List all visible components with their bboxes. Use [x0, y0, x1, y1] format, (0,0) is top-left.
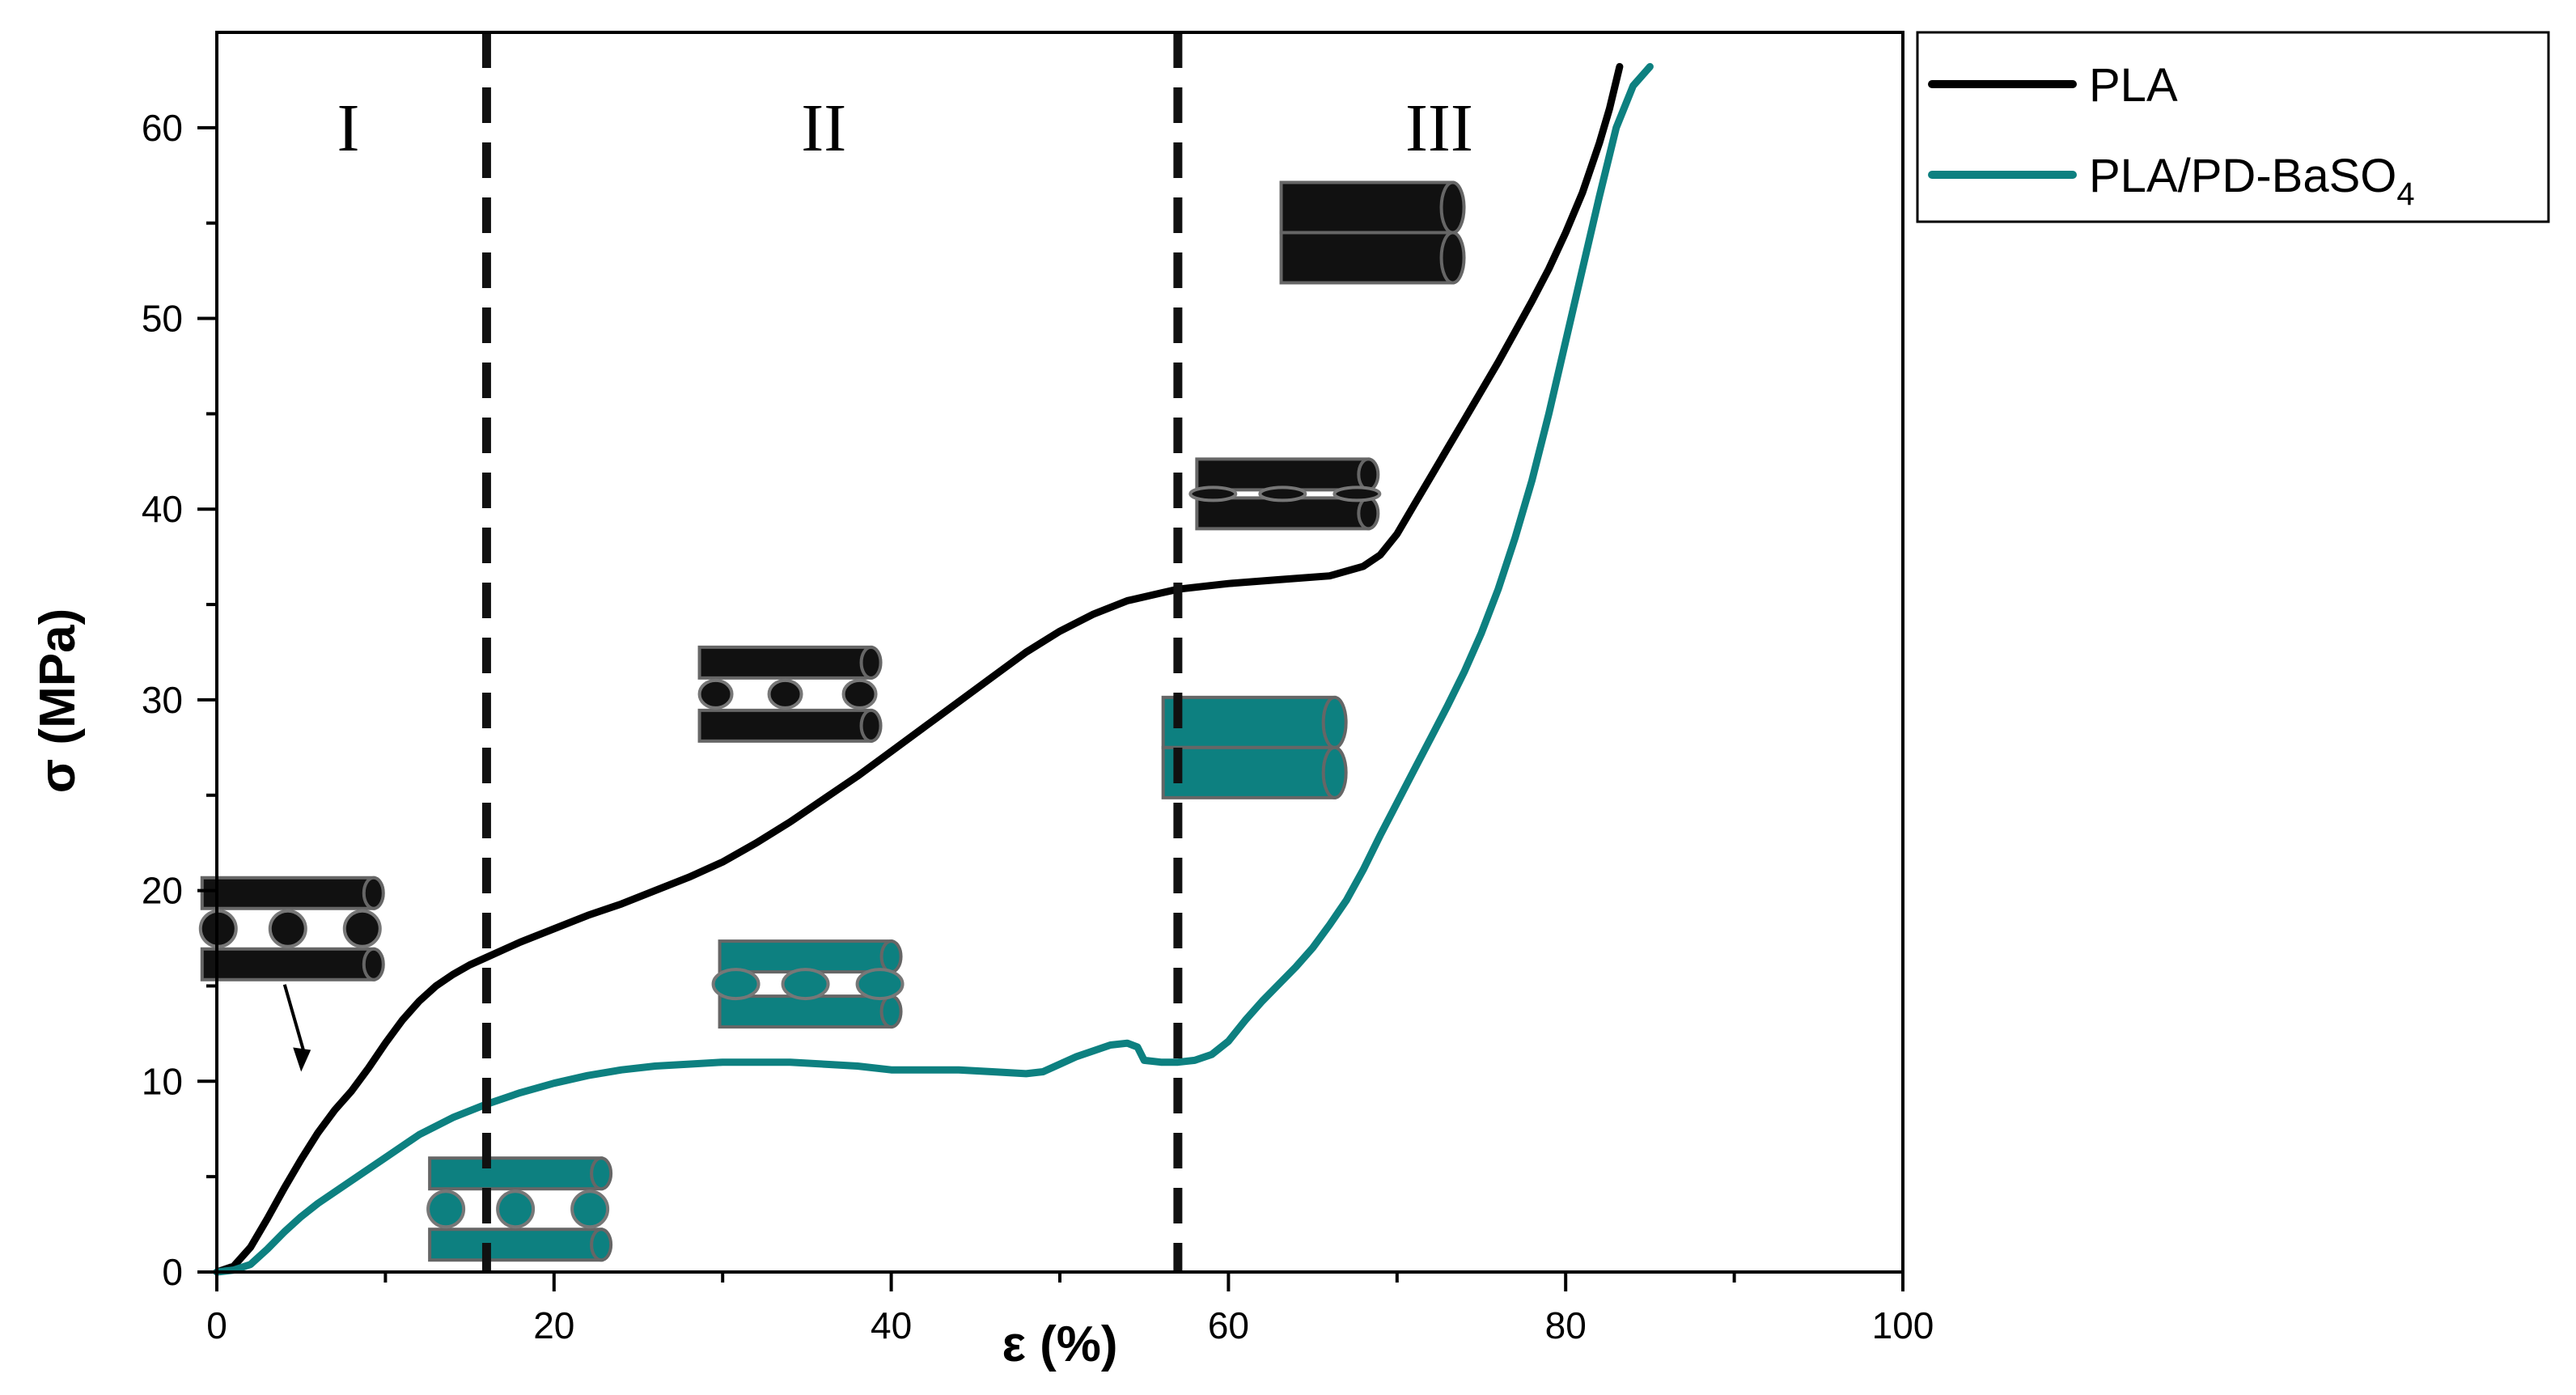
- curves-layer: [213, 62, 1654, 1276]
- y-tick-label: 60: [142, 107, 183, 149]
- x-axis-title: ε (%): [1002, 1317, 1117, 1372]
- fibril-rod: [200, 947, 375, 982]
- y-tick-label: 40: [142, 488, 183, 530]
- basO4-rods-with-spheres-region-1: [426, 1156, 613, 1262]
- fibril-rod-end: [879, 939, 903, 974]
- fibril-rod-end: [879, 994, 903, 1029]
- filler-particle: [841, 678, 878, 710]
- fibril-rod-end: [1357, 496, 1380, 531]
- fibril-rod: [718, 939, 893, 974]
- fibril-rod-end: [362, 876, 385, 910]
- fibril-rod-end: [1357, 457, 1380, 492]
- fibril-rod: [200, 876, 375, 910]
- legend: PLA PLA/PD-BaSO4: [1916, 31, 2550, 223]
- legend-label-pla: PLA: [2089, 59, 2178, 112]
- plot-frame: [215, 31, 1904, 1274]
- fibril-rod-end: [590, 1156, 613, 1191]
- filler-particle: [711, 968, 761, 1001]
- region-label: III: [1405, 91, 1473, 166]
- x-tick-label: 0: [206, 1304, 227, 1346]
- region-label: II: [801, 91, 846, 166]
- filler-particle: [767, 678, 803, 710]
- y-tick-label: 50: [142, 298, 183, 340]
- filler-particle: [781, 968, 830, 1001]
- fibril-rod: [1161, 695, 1337, 749]
- fibril-rod: [428, 1228, 604, 1262]
- fibril-rod: [718, 994, 893, 1029]
- y-tick-label: 10: [142, 1060, 183, 1102]
- fibril-rod-end: [859, 708, 883, 743]
- y-tick-label: 20: [142, 870, 183, 912]
- filler-particle: [1332, 485, 1382, 502]
- series-line-pla-pd-baso4: [213, 62, 1654, 1276]
- pla-rods-packed-region-3: [1279, 180, 1466, 285]
- x-tick-label: 80: [1545, 1304, 1587, 1346]
- schematics-layer: [198, 180, 1466, 1262]
- filler-particle: [342, 909, 382, 948]
- fibril-rod: [1279, 231, 1455, 285]
- filler-particle: [1258, 485, 1307, 502]
- filler-particle: [1188, 485, 1238, 502]
- fibril-rod-end: [362, 947, 385, 982]
- filler-particle: [496, 1189, 536, 1229]
- y-tick-label: 0: [162, 1251, 183, 1293]
- legend-label-main: PLA/PD-BaSO: [2089, 150, 2396, 202]
- fibril-rod-end: [1439, 180, 1466, 235]
- x-tick-label: 100: [1872, 1304, 1934, 1346]
- fibril-rod-end: [1321, 745, 1348, 799]
- x-tick-label: 60: [1208, 1304, 1249, 1346]
- legend-box: [1916, 31, 2550, 223]
- fibril-rod: [697, 645, 873, 680]
- x-tick-label: 20: [533, 1304, 574, 1346]
- series-line-pla: [213, 62, 1624, 1276]
- fibril-rod: [697, 708, 873, 743]
- region-label: I: [337, 91, 360, 166]
- fibril-rod: [428, 1156, 604, 1191]
- legend-label-subscript: 4: [2396, 176, 2414, 212]
- legend-label-pla-pd-baso4: PLA/PD-BaSO4: [2089, 150, 2415, 212]
- fibril-rod: [1161, 745, 1337, 799]
- filler-particle: [570, 1189, 610, 1229]
- basO4-rods-with-ellipsoids-region-2: [711, 939, 905, 1029]
- basO4-rods-packed-region-3: [1161, 695, 1348, 799]
- region-labels: I II III: [337, 91, 1473, 166]
- y-axis-title: σ (MPa): [30, 608, 86, 793]
- fibril-rod: [1195, 457, 1371, 492]
- fibril-rod-end: [1321, 695, 1348, 749]
- filler-particle: [426, 1189, 466, 1229]
- pointer-arrow-head: [293, 1047, 311, 1072]
- fibril-rod: [1195, 496, 1371, 531]
- filler-particle: [268, 909, 307, 948]
- x-tick-label: 40: [871, 1304, 912, 1346]
- fibril-rod-end: [859, 645, 883, 680]
- region-boundaries: [481, 32, 1183, 1272]
- pointer-arrow-shaft: [282, 984, 306, 1052]
- pla-rods-with-small-spheres-region-2: [697, 645, 883, 743]
- filler-particle: [697, 678, 734, 710]
- filler-particle: [855, 968, 905, 1001]
- pla-rods-with-spheres-region-1: [198, 876, 385, 1072]
- axes: 0 20 40 60 80 100 0 10 20 30 40 50 60: [142, 107, 1934, 1346]
- y-tick-label: 30: [142, 679, 183, 721]
- fibril-rod-end: [1439, 231, 1466, 285]
- pla-rods-with-flat-ellipsoids-region-3: [1188, 457, 1382, 531]
- fibril-rod-end: [590, 1228, 613, 1262]
- fibril-rod: [1279, 180, 1455, 235]
